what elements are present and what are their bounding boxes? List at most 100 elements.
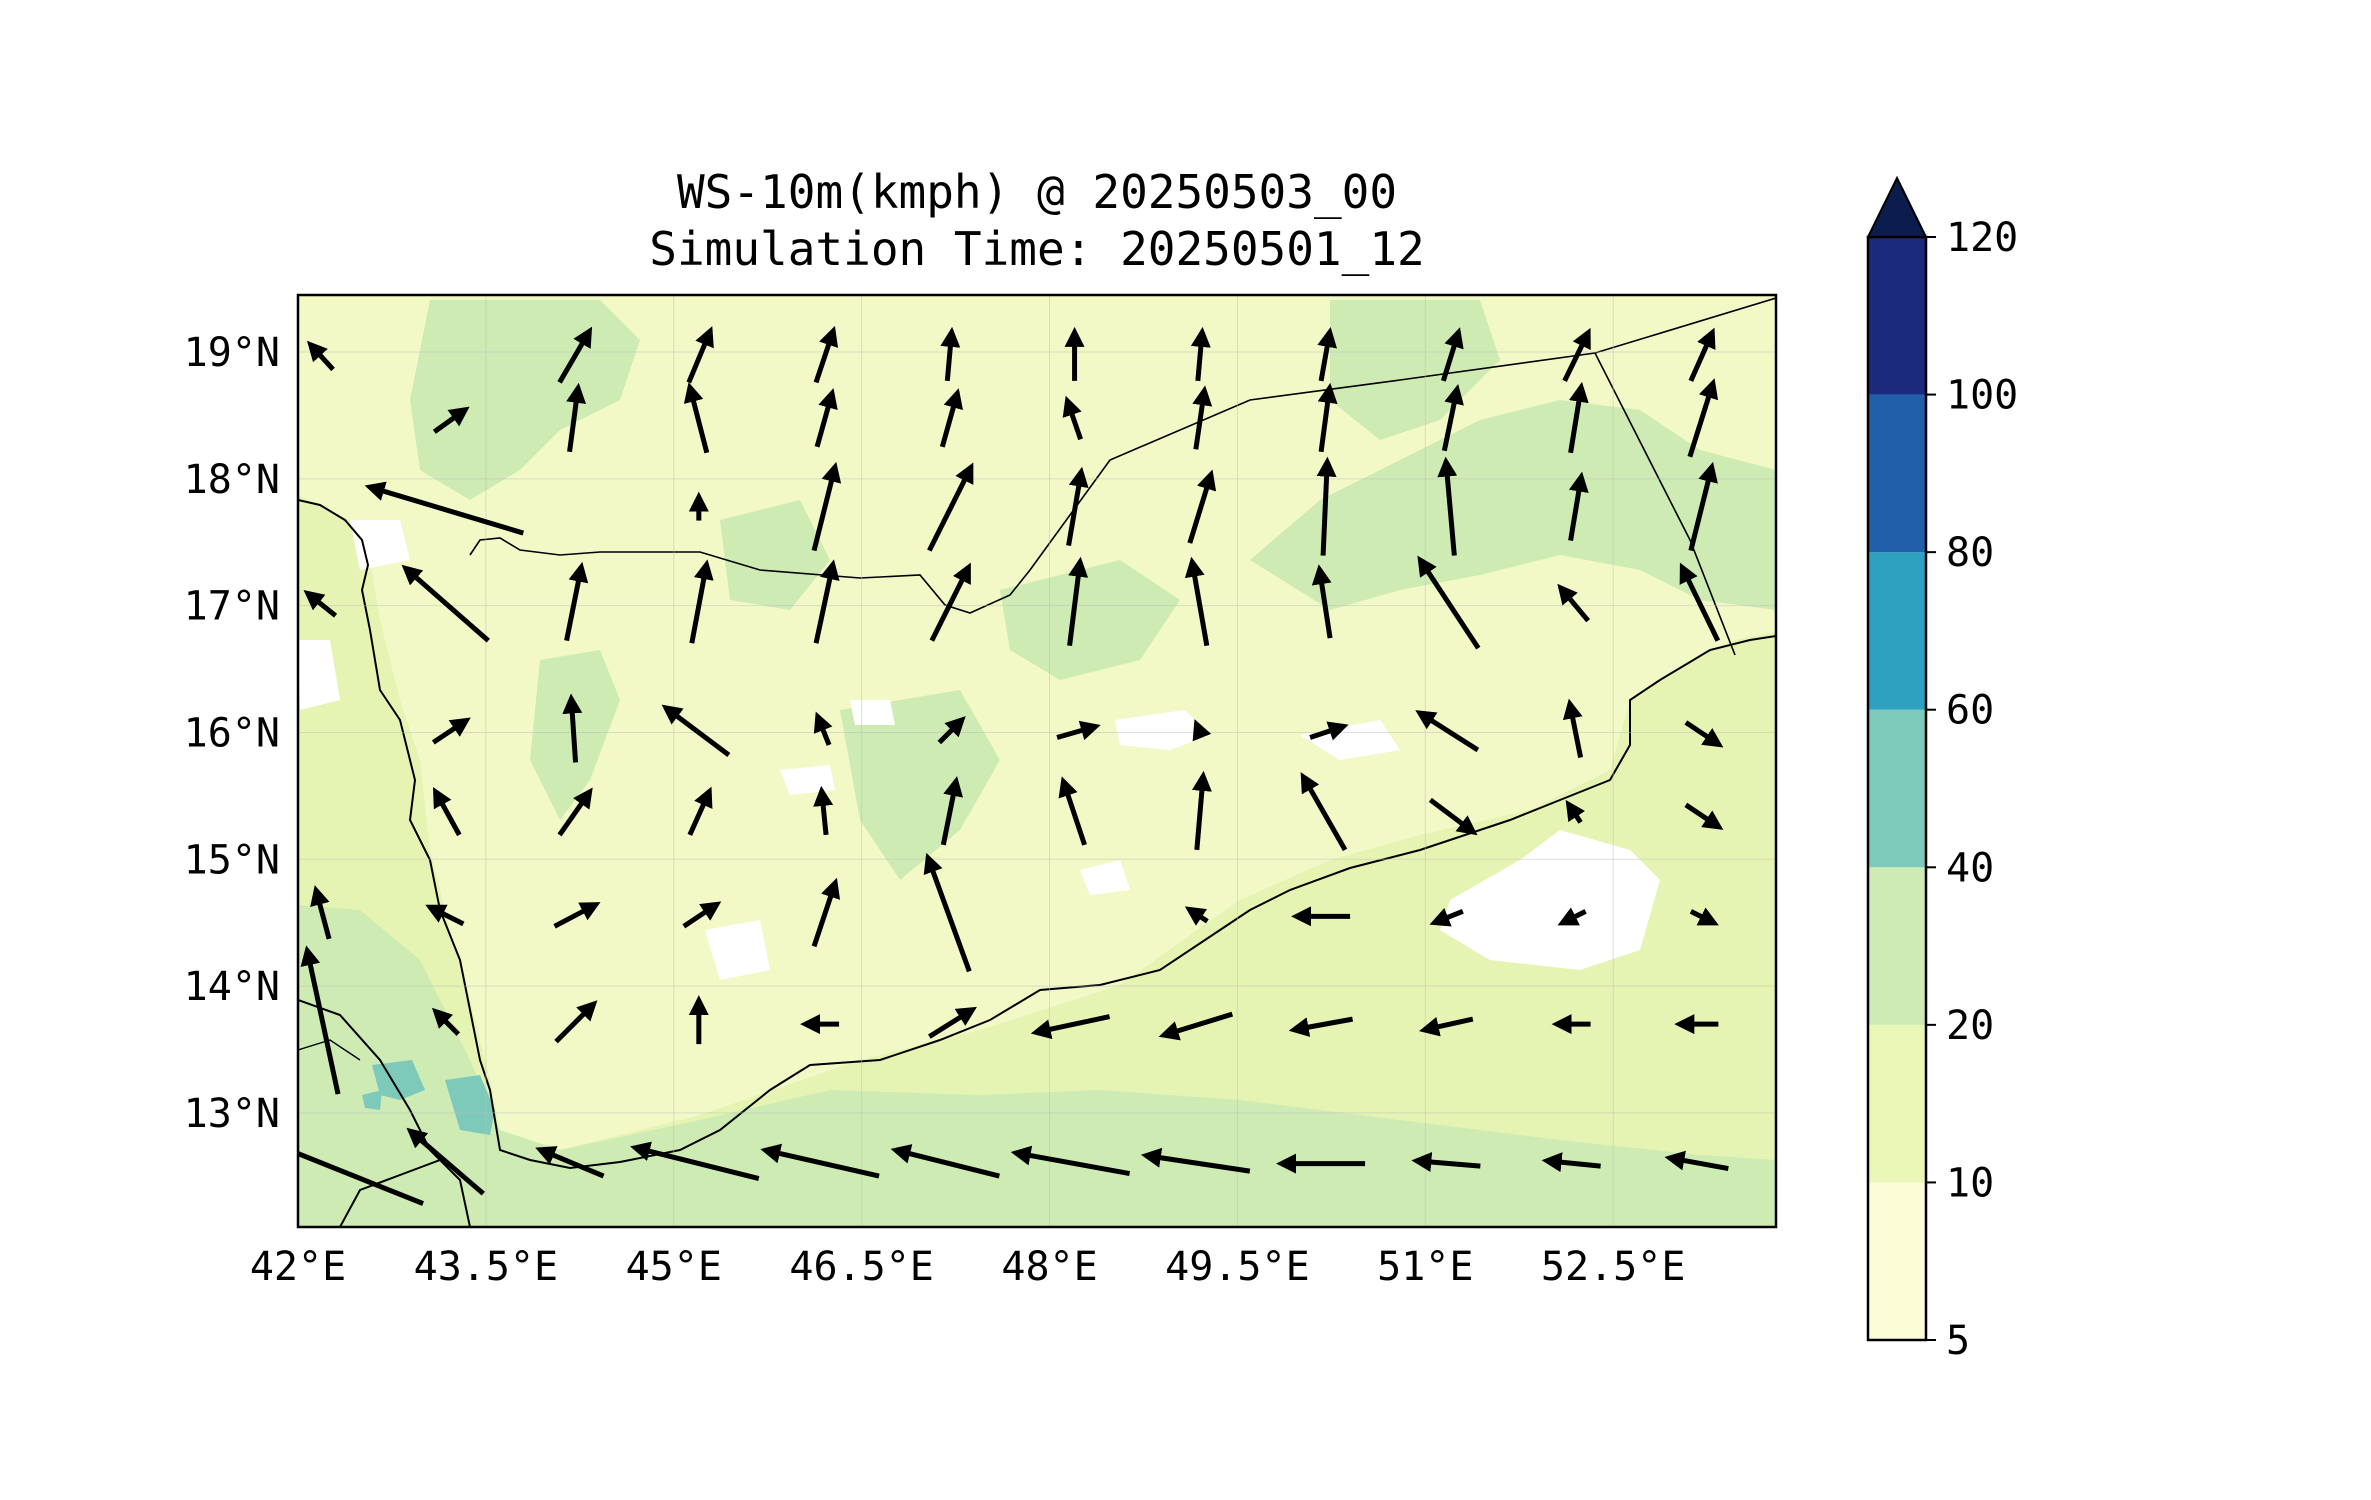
wind-vector-arrow bbox=[406, 1127, 485, 1196]
colorbar-tick-label: 10 bbox=[1946, 1160, 1994, 1206]
colorbar-segment bbox=[1868, 394, 1926, 553]
wind-vector-arrow bbox=[431, 1007, 461, 1036]
wind-vector-arrow bbox=[1417, 555, 1481, 650]
wind-vector-arrow bbox=[811, 877, 841, 948]
wind-vector-arrow bbox=[927, 1006, 977, 1039]
colorbar-tick-label: 5 bbox=[1946, 1318, 1970, 1364]
wind-vector-arrow bbox=[303, 590, 338, 618]
border-yemen-oman bbox=[1594, 352, 1736, 656]
wind-vector-arrow bbox=[310, 885, 332, 940]
wind-vector-arrow bbox=[813, 711, 833, 746]
wind-vector-arrow bbox=[682, 901, 722, 929]
longitude-axis: 42°E 43.5°E 45°E 46.5°E 48°E 49.5°E 51°E 52.5°E bbox=[250, 1244, 1686, 1290]
wind-vector-arrow bbox=[1568, 471, 1589, 541]
wind-vector-arrow bbox=[1684, 720, 1724, 748]
wind-vector-arrow bbox=[1010, 1145, 1131, 1177]
wind-band-40-60 bbox=[445, 1075, 495, 1135]
wind-vector-arrow bbox=[1140, 1147, 1251, 1174]
calm-area bbox=[1440, 830, 1660, 970]
wind-vector-arrow bbox=[1419, 1016, 1474, 1037]
wind-vector-arrow bbox=[566, 382, 587, 453]
wind-vector-arrow bbox=[1688, 461, 1718, 552]
wind-vector-arrow bbox=[1429, 907, 1464, 927]
wind-vector-arrow bbox=[1541, 1152, 1601, 1173]
wind-vector-arrow bbox=[813, 785, 834, 836]
lat-tick-label: 17°N bbox=[184, 584, 280, 630]
wind-vector-arrow bbox=[557, 326, 593, 384]
wind-vector-arrow bbox=[1688, 327, 1716, 382]
wind-vector-arrow bbox=[1679, 562, 1721, 642]
wind-vector-arrow bbox=[1067, 556, 1089, 646]
wind-band-20-40 bbox=[1250, 400, 1776, 610]
wind-band-20-40 bbox=[720, 500, 830, 610]
wind-vector-arrow bbox=[1317, 382, 1338, 453]
wind-vector-arrow bbox=[1557, 907, 1587, 926]
border-eritrea-ethiopia bbox=[298, 1039, 361, 1061]
colorbar-tick-label: 20 bbox=[1946, 1003, 1994, 1049]
wind-vector-arrow bbox=[1192, 719, 1212, 742]
wind-vector-arrow bbox=[554, 1000, 598, 1044]
wind-vector-arrow bbox=[814, 388, 838, 448]
wind-vector-arrow bbox=[890, 1144, 1000, 1179]
wind-vector-arrow bbox=[1062, 395, 1083, 441]
colorbar-segment bbox=[1868, 552, 1926, 710]
wind-vector-arrow bbox=[1440, 327, 1464, 382]
wind-vector-arrow bbox=[927, 462, 974, 552]
map-title: WS-10m(kmph) @ 20250503_00 bbox=[676, 165, 1398, 219]
calm-area bbox=[850, 700, 895, 725]
wind-vector-arrow bbox=[1311, 564, 1333, 639]
wind-vector-arrow bbox=[1058, 776, 1087, 846]
wind-vector-arrow bbox=[1415, 710, 1480, 753]
colorbar-segment bbox=[1868, 1024, 1926, 1183]
wind-vector-arrow bbox=[1300, 772, 1348, 852]
calm-area bbox=[298, 640, 340, 710]
wind-vector-arrow bbox=[1562, 698, 1584, 758]
wind-vector-arrow bbox=[940, 776, 963, 846]
wind-vector-arrow bbox=[298, 1150, 424, 1206]
wind-vector-arrow bbox=[1562, 327, 1591, 382]
wind-vector-arrow bbox=[1191, 770, 1212, 851]
colorbar-tick-label: 100 bbox=[1946, 373, 2018, 419]
sea-area bbox=[298, 632, 1776, 1227]
border-saudi-yemen bbox=[469, 297, 1776, 614]
wind-vector-arrow bbox=[1192, 385, 1213, 450]
map-field bbox=[298, 295, 1776, 1227]
wind-vector-arrow bbox=[813, 325, 839, 384]
lat-tick-label: 13°N bbox=[184, 1091, 280, 1137]
wind-vector-arrow bbox=[1317, 327, 1338, 382]
wind-vector-arrow bbox=[1184, 556, 1210, 647]
wind-vector-arrow bbox=[364, 481, 525, 536]
coastline bbox=[298, 499, 1776, 1170]
colorbar: 120 100 80 60 40 20 10 5 bbox=[1866, 175, 2018, 1364]
colorbar-segment bbox=[1868, 867, 1926, 1025]
colorbar-tick-label: 60 bbox=[1946, 688, 1994, 734]
wind-vector-arrow bbox=[760, 1143, 880, 1179]
wind-vector-arrow bbox=[661, 704, 731, 757]
calm-area bbox=[1080, 860, 1130, 895]
wind-vector-arrow bbox=[535, 1146, 605, 1179]
wind-band-20-40 bbox=[1000, 560, 1180, 680]
colorbar-extend-arrow bbox=[1866, 175, 1928, 238]
lon-tick-label: 52.5°E bbox=[1541, 1244, 1686, 1290]
wind-vector-arrow bbox=[1687, 378, 1719, 458]
wind-vector-arrow bbox=[1565, 799, 1586, 824]
calm-area bbox=[780, 765, 835, 795]
calm-area bbox=[1115, 710, 1210, 750]
colorbar-tick-label: 80 bbox=[1946, 530, 1994, 576]
wind-vector-arrow bbox=[1187, 469, 1217, 544]
wind-band-20-40 bbox=[298, 905, 1776, 1227]
lon-tick-label: 43.5°E bbox=[414, 1244, 559, 1290]
lon-tick-label: 49.5°E bbox=[1165, 1244, 1310, 1290]
coastline-africa bbox=[339, 1158, 471, 1227]
wind-vector-arrow bbox=[564, 561, 589, 642]
colorbar-tick-label: 120 bbox=[1946, 215, 2018, 261]
wind-vector-arrow bbox=[553, 902, 601, 929]
wind-vector-arrow bbox=[1056, 720, 1101, 741]
lat-tick-label: 15°N bbox=[184, 837, 280, 883]
wind-vector-arrow bbox=[1437, 456, 1458, 556]
wind-vector-arrow bbox=[630, 1141, 760, 1182]
calm-area bbox=[1300, 720, 1400, 760]
wind-vector-arrow bbox=[432, 406, 470, 434]
wind-vector-arrow bbox=[431, 717, 471, 745]
